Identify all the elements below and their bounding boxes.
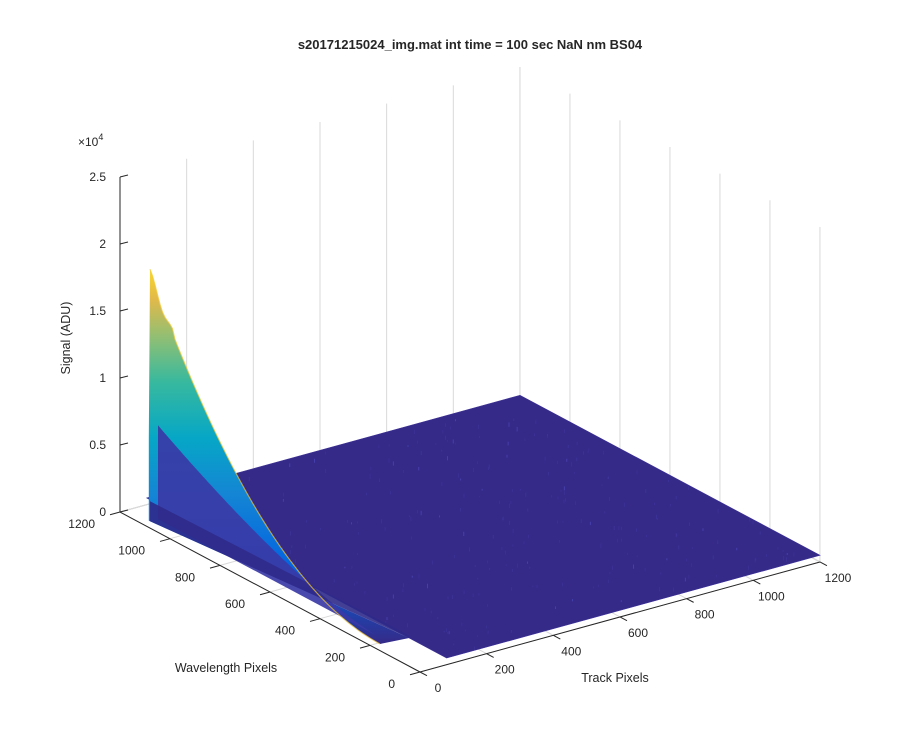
z-exponent-power: 4 xyxy=(98,132,103,142)
z-tick-mark xyxy=(119,375,129,379)
surface-front-skirt xyxy=(150,501,410,638)
z-tick-mark xyxy=(119,308,129,312)
y-tick-mark xyxy=(259,591,271,596)
z-exponent-label: ×104 xyxy=(78,132,103,149)
z-tick-mark xyxy=(119,442,129,446)
z-axis-label: Signal (ADU) xyxy=(59,302,73,375)
z-tick-mark xyxy=(119,241,129,245)
z-tick-label: 2.5 xyxy=(89,170,106,184)
surface-ridge-crest xyxy=(149,268,381,645)
x-tick-mark xyxy=(819,561,828,567)
z-tick-mark xyxy=(119,509,129,513)
x-tick-label: 600 xyxy=(628,626,648,640)
x-tick-mark xyxy=(619,616,628,622)
y-tick-mark xyxy=(359,644,371,649)
x-tick-label: 1000 xyxy=(758,589,785,603)
y-tick-label: 400 xyxy=(275,624,295,638)
x-tick-mark xyxy=(419,671,428,677)
x-tick-mark xyxy=(686,598,694,603)
z-tick-label: 1 xyxy=(99,371,106,385)
y-tick-mark xyxy=(309,618,321,622)
y-tick-label: 0 xyxy=(388,677,395,691)
x-tick-label: 400 xyxy=(561,644,581,658)
y-tick-mark xyxy=(109,511,121,516)
x-tick-label: 200 xyxy=(495,663,515,677)
tick-labels: 0200400600800100012000200400600800100012… xyxy=(68,170,851,695)
x-tick-label: 0 xyxy=(435,681,442,695)
y-tick-mark xyxy=(209,564,221,569)
x-tick-label: 1200 xyxy=(825,571,852,585)
surface xyxy=(145,268,821,659)
y-tick-label: 1200 xyxy=(68,517,95,531)
z-tick-label: 0.5 xyxy=(89,438,106,452)
y-tick-label: 600 xyxy=(225,597,245,611)
chart-title: s20171215024_img.mat int time = 100 sec … xyxy=(298,37,643,52)
x-tick-mark xyxy=(553,634,561,640)
y-tick-mark xyxy=(159,538,171,542)
z-tick-label: 0 xyxy=(99,505,106,519)
z-tick-label: 1.5 xyxy=(89,304,106,318)
x-tick-label: 800 xyxy=(695,608,715,622)
y-tick-label: 800 xyxy=(175,570,195,584)
axes xyxy=(109,174,828,677)
z-tick-label: 2 xyxy=(99,237,106,251)
x-tick-mark xyxy=(486,653,494,658)
y-tick-mark xyxy=(409,671,421,676)
x-axis-label: Track Pixels xyxy=(581,671,649,685)
y-axis-label: Wavelength Pixels xyxy=(175,661,277,675)
x-tick-mark xyxy=(753,579,761,585)
z-tick-mark xyxy=(119,174,129,178)
y-tick-label: 1000 xyxy=(118,544,145,558)
y-tick-label: 200 xyxy=(325,650,345,664)
